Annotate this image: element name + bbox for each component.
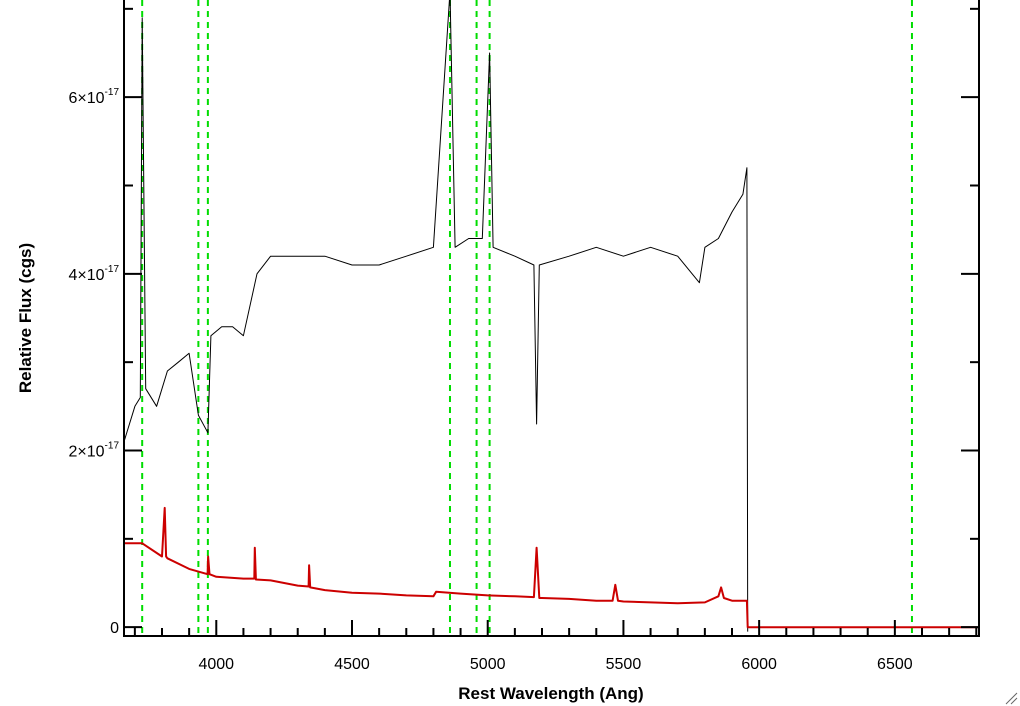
x-tick-label: 4000 <box>198 656 234 673</box>
resize-grip-icon <box>1005 692 1018 705</box>
x-axis-label: Rest Wavelength (Ang) <box>458 684 643 703</box>
series-layer <box>124 0 979 632</box>
y-tick-label: 0 <box>110 620 119 637</box>
y-tick-labels: 0 2×10-17 4×10-17 6×10-17 <box>69 87 120 637</box>
axis-ticks <box>124 7 979 636</box>
y-tick-label: 2×10-17 <box>69 441 120 461</box>
y-tick-label: 4×10-17 <box>69 264 120 284</box>
observed-spectrum-line <box>124 0 749 632</box>
model-spectrum-line <box>124 506 979 629</box>
x-tick-label: 5000 <box>470 656 506 673</box>
x-tick-labels: 4000 4500 5000 5500 6000 6500 <box>198 656 912 673</box>
x-tick-label: 4500 <box>334 656 370 673</box>
emission-line-markers <box>141 0 913 636</box>
y-axis-label: Relative Flux (cgs) <box>16 243 35 393</box>
x-tick-label: 5500 <box>606 656 642 673</box>
x-tick-label: 6500 <box>877 656 913 673</box>
y-tick-label: 6×10-17 <box>69 87 120 107</box>
x-tick-label: 6000 <box>741 656 777 673</box>
plot-frame <box>123 0 980 637</box>
